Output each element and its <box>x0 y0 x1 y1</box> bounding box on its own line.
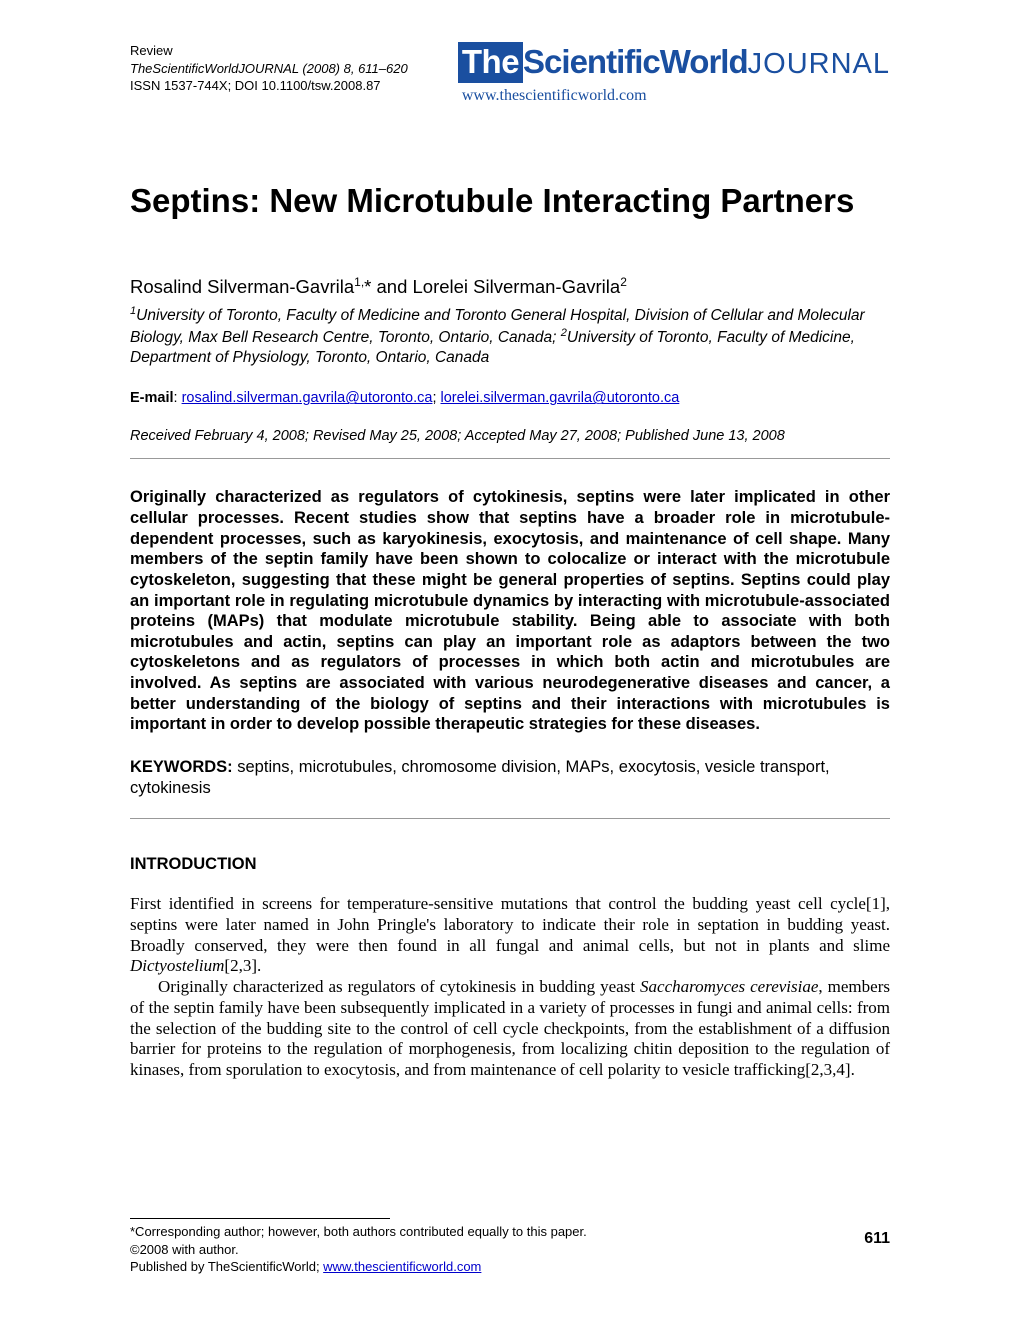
logo-journal: JOURNAL <box>748 48 890 80</box>
copyright: ©2008 with author. <box>130 1241 890 1259</box>
publisher-link[interactable]: www.thescientificworld.com <box>323 1259 481 1274</box>
author-1: Rosalind Silverman-Gavrila <box>130 276 354 297</box>
logo-text: TheScientificWorldJOURNAL <box>458 42 890 83</box>
para1-em: Dictyostelium <box>130 956 224 975</box>
published-by: Published by TheScientificWorld; www.the… <box>130 1258 890 1276</box>
page-number: 611 <box>864 1230 890 1248</box>
email-2[interactable]: lorelei.silverman.gavrila@utoronto.ca <box>441 390 680 406</box>
keywords-label: KEYWORDS: <box>130 758 233 776</box>
para2-a: Originally characterized as regulators o… <box>158 977 640 996</box>
authors: Rosalind Silverman-Gavrila1,* and Lorele… <box>130 275 890 298</box>
divider-1 <box>130 458 890 459</box>
corresponding-note: *Corresponding author; however, both aut… <box>130 1223 890 1241</box>
logo-url: www.thescientificworld.com <box>462 87 890 105</box>
intro-para-1: First identified in screens for temperat… <box>130 894 890 977</box>
footer-text: *Corresponding author; however, both aut… <box>130 1223 890 1276</box>
header-meta: Review TheScientificWorldJOURNAL (2008) … <box>130 42 408 95</box>
article-dates: Received February 4, 2008; Revised May 2… <box>130 428 890 444</box>
email-semi: ; <box>432 390 440 406</box>
para2-em: Saccharomyces cerevisiae <box>640 977 818 996</box>
published-pre: Published by TheScientificWorld; <box>130 1259 323 1274</box>
abstract: Originally characterized as regulators o… <box>130 487 890 735</box>
keywords-list: septins, microtubules, chromosome divisi… <box>130 758 830 797</box>
logo-scientificworld: ScientificWorld <box>523 43 748 80</box>
issn-doi: ISSN 1537-744X; DOI 10.1100/tsw.2008.87 <box>130 77 408 95</box>
intro-para-2: Originally characterized as regulators o… <box>130 977 890 1081</box>
affiliations: 1University of Toronto, Faculty of Medic… <box>130 304 890 369</box>
email-label: E-mail <box>130 390 174 406</box>
logo-the: The <box>458 42 523 83</box>
author-and: and Lorelei Silverman-Gavrila <box>371 276 620 297</box>
keywords: KEYWORDS: septins, microtubules, chromos… <box>130 757 890 798</box>
para1-a: First identified in screens for temperat… <box>130 894 890 954</box>
article-title: Septins: New Microtubule Interacting Par… <box>130 181 890 221</box>
email-sep: : <box>174 390 182 406</box>
article-type: Review <box>130 42 408 60</box>
journal-citation: TheScientificWorldJOURNAL (2008) 8, 611–… <box>130 60 408 78</box>
footer-rule <box>130 1218 390 1219</box>
author-1-affil: 1, <box>354 275 364 289</box>
divider-2 <box>130 818 890 819</box>
page-header: Review TheScientificWorldJOURNAL (2008) … <box>130 42 890 105</box>
email-1[interactable]: rosalind.silverman.gavrila@utoronto.ca <box>182 390 433 406</box>
intro-heading: INTRODUCTION <box>130 855 890 874</box>
para1-b: [2,3]. <box>224 956 261 975</box>
email-line: E-mail: rosalind.silverman.gavrila@utoro… <box>130 390 890 406</box>
author-2-affil: 2 <box>620 275 627 289</box>
page-footer: *Corresponding author; however, both aut… <box>130 1218 890 1276</box>
journal-logo: TheScientificWorldJOURNAL www.thescienti… <box>458 42 890 105</box>
